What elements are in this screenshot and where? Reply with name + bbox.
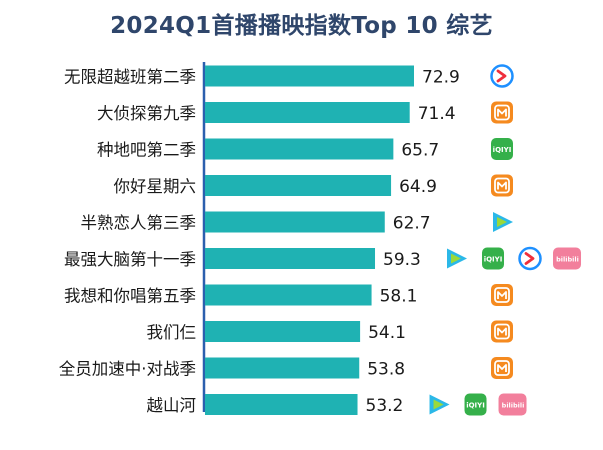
category-label: 半熟恋人第三季 <box>81 213 197 233</box>
tencent-icon <box>447 248 468 269</box>
icon-shape <box>494 287 510 303</box>
value-label: 71.4 <box>418 104 456 124</box>
mango-icon <box>491 320 513 343</box>
tencent-icon <box>429 394 450 415</box>
category-label: 种地吧第二季 <box>97 141 196 160</box>
category-label: 我们仨 <box>147 323 197 342</box>
value-label: 64.9 <box>399 177 437 197</box>
icon-shape <box>451 253 462 264</box>
iqiyi-icon: iQIYI <box>482 247 505 270</box>
value-label: 54.1 <box>368 323 406 343</box>
bilibili-icon: bilibili <box>498 393 527 416</box>
mango-icon <box>491 284 513 306</box>
bar <box>205 175 392 196</box>
icon-shape <box>433 399 444 410</box>
mango-icon <box>491 357 513 379</box>
bar <box>205 284 372 306</box>
mango-icon <box>491 174 513 197</box>
bar <box>205 248 376 269</box>
iqiyi-icon: iQIYI <box>491 138 513 160</box>
icon-shape <box>494 177 510 194</box>
icon-shape <box>497 291 507 299</box>
value-label: 58.1 <box>380 287 418 307</box>
value-label: 59.3 <box>383 250 421 270</box>
value-label: 53.2 <box>366 396 404 416</box>
bilibili-icon: bilibili <box>553 247 582 270</box>
icon-shape <box>496 69 507 83</box>
value-label: 53.8 <box>367 360 405 380</box>
category-label: 无限超越班第二季 <box>64 68 196 87</box>
icon-text: iQIYI <box>466 402 485 410</box>
value-label: 72.9 <box>422 68 460 88</box>
category-label: 大侦探第九季 <box>97 104 196 123</box>
value-label: 65.7 <box>401 141 439 161</box>
icon-text: bilibili <box>502 402 525 410</box>
chart-title: 2024Q1首播播映指数Top 10 综艺 <box>110 13 493 39</box>
bar <box>205 211 385 233</box>
category-label: 最强大脑第十一季 <box>64 250 196 269</box>
icon-shape <box>494 323 510 340</box>
icon-shape <box>497 217 507 227</box>
icon-shape <box>494 104 510 121</box>
icon-shape <box>497 327 507 336</box>
bar <box>205 138 394 160</box>
iqiyi-icon: iQIYI <box>464 393 487 416</box>
icon-bg <box>464 393 487 416</box>
icon-text: bilibili <box>556 256 579 264</box>
value-label: 62.7 <box>393 214 431 234</box>
icon-bg <box>482 247 505 270</box>
bar <box>205 394 358 415</box>
bar <box>205 65 414 87</box>
icon-bg <box>491 138 513 160</box>
icon-shape <box>490 64 514 88</box>
bar <box>205 357 360 379</box>
icon-shape <box>497 108 507 117</box>
category-label: 你好星期六 <box>114 177 197 196</box>
icon-shape <box>497 181 507 190</box>
youku-icon <box>518 246 542 271</box>
category-label: 越山河 <box>147 396 197 415</box>
icon-bg <box>498 393 527 416</box>
youku-icon <box>490 64 514 88</box>
icon-shape <box>494 360 510 376</box>
icon-shape <box>518 246 542 271</box>
category-label: 我想和你唱第五季 <box>64 287 196 306</box>
icon-shape <box>524 252 535 265</box>
icon-bg <box>553 247 582 270</box>
icon-text: iQIYI <box>493 146 512 154</box>
icon-text: iQIYI <box>484 256 503 264</box>
bar <box>205 102 410 123</box>
icon-shape <box>497 364 507 372</box>
mango-icon <box>491 101 513 124</box>
category-label: 全员加速中·对战季 <box>59 360 196 379</box>
bar <box>205 321 361 342</box>
tencent-icon <box>493 212 513 232</box>
